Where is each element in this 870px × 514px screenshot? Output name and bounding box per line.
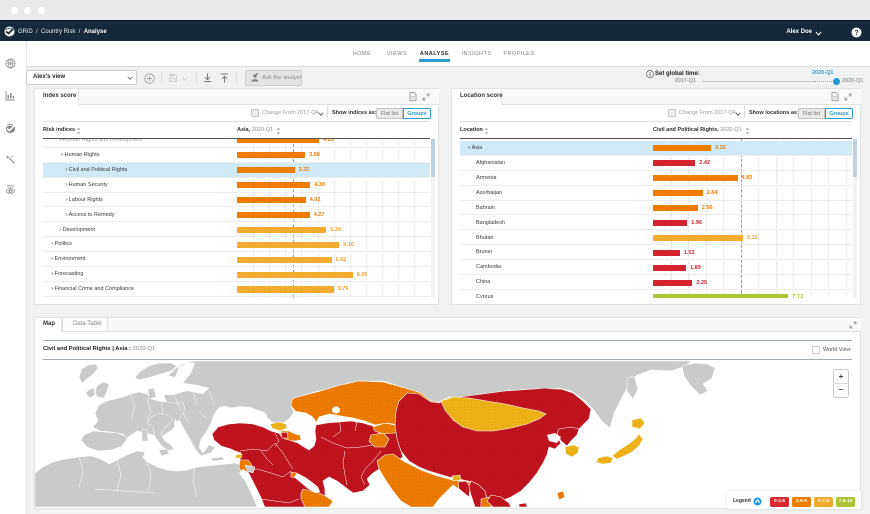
svg-text:?: ? <box>854 30 858 37</box>
